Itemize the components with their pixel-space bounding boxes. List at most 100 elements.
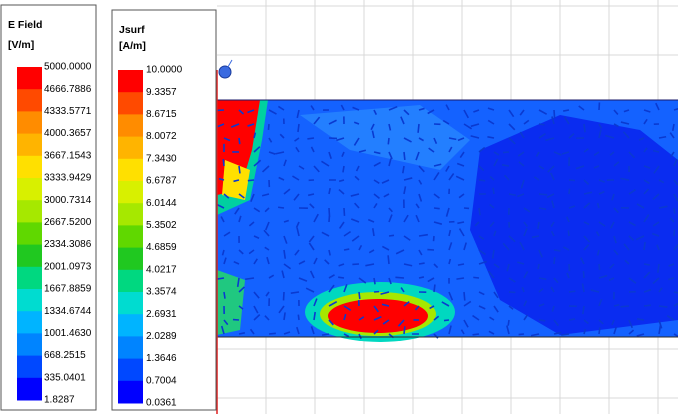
- legend-label: 4.0217: [146, 264, 177, 275]
- color-band: [17, 111, 42, 134]
- field-arrow: [239, 138, 240, 144]
- legend-label: 8.0072: [146, 131, 177, 142]
- field-arrow: [539, 320, 545, 321]
- color-band: [17, 245, 42, 268]
- color-band: [118, 314, 143, 337]
- color-band: [118, 270, 143, 293]
- field-arrow: [569, 189, 570, 194]
- field-arrow: [284, 312, 285, 320]
- color-band: [17, 333, 42, 356]
- field-arrow: [307, 138, 314, 139]
- legend-panel: Jsurf [A/m] 10.0000 9.3357 8.6715 8.0072 7.3…: [112, 10, 216, 410]
- field-arrow: [554, 257, 555, 264]
- color-band: [118, 203, 143, 226]
- legend-unit: [V/m]: [8, 39, 34, 51]
- legend-label: 3.3574: [146, 287, 177, 298]
- field-arrow: [419, 277, 424, 278]
- field-arrow: [458, 264, 464, 265]
- field-arrow: [568, 230, 569, 236]
- color-band: [118, 70, 143, 93]
- color-band: [118, 248, 143, 271]
- field-arrow: [395, 277, 404, 278]
- legend-label: 3667.1543: [44, 150, 92, 161]
- field-arrow: [644, 242, 645, 250]
- field-arrow: [269, 333, 276, 334]
- field-arrow: [599, 264, 600, 270]
- color-band: [17, 267, 42, 290]
- color-band: [17, 178, 42, 201]
- legend-label: 9.3357: [146, 87, 177, 98]
- field-arrow: [644, 264, 650, 265]
- field-arrow: [298, 315, 299, 320]
- field-arrow: [554, 250, 560, 251]
- color-band: [17, 67, 42, 90]
- field-arrow: [473, 277, 479, 278]
- field-arrow: [388, 138, 389, 144]
- color-band: [118, 159, 143, 182]
- field-arrow: [444, 320, 449, 321]
- field-arrow: [223, 159, 224, 166]
- field-arrow: [569, 291, 575, 292]
- field-arrow: [473, 334, 479, 335]
- field-arrow: [599, 327, 600, 334]
- field-arrow: [278, 207, 284, 208]
- field-arrow: [561, 334, 569, 335]
- legend-unit: [A/m]: [119, 40, 146, 52]
- field-arrow: [479, 180, 485, 181]
- field-arrow: [389, 235, 394, 236]
- field-arrow: [248, 180, 254, 181]
- legend-label: 0.7004: [146, 375, 177, 386]
- legend-label: 5000.0000: [44, 62, 92, 73]
- field-arrow: [456, 278, 464, 279]
- field-plot: [216, 100, 678, 342]
- legend-label: 10.0000: [146, 65, 183, 76]
- field-arrow: [519, 334, 524, 335]
- legend-title: Jsurf: [119, 24, 145, 36]
- legend-label: 7.3430: [146, 153, 177, 164]
- color-band: [17, 89, 42, 112]
- color-band: [17, 222, 42, 245]
- field-arrow: [659, 306, 667, 307]
- legend-label: 335.0401: [44, 372, 86, 383]
- field-arrow: [418, 124, 419, 133]
- color-band: [17, 200, 42, 223]
- field-arrow: [268, 124, 269, 130]
- field-arrow: [224, 292, 225, 299]
- legend-label: 1.8287: [44, 395, 75, 406]
- field-arrow: [644, 305, 651, 306]
- field-arrow: [298, 124, 299, 132]
- legend-label: 4666.7886: [44, 84, 92, 95]
- legend-label: 8.6715: [146, 109, 177, 120]
- color-band: [17, 356, 42, 379]
- field-arrow: [554, 110, 555, 119]
- color-band: [118, 137, 143, 160]
- color-band: [118, 114, 143, 137]
- legend-label: 668.2515: [44, 350, 86, 361]
- legend-label: 5.3502: [146, 220, 177, 231]
- field-arrow: [338, 277, 344, 278]
- field-arrow: [538, 264, 539, 269]
- color-band: [118, 359, 143, 382]
- legend-label: 0.0361: [146, 398, 177, 409]
- legend-label: 2334.3086: [44, 239, 92, 250]
- color-band: [118, 336, 143, 359]
- field-arrow: [569, 319, 575, 320]
- legend-label: 3333.9429: [44, 173, 92, 184]
- field-arrow: [674, 208, 675, 214]
- field-arrow: [539, 194, 547, 195]
- color-band: [17, 156, 42, 179]
- color-band: [118, 292, 143, 315]
- field-arrow: [419, 263, 425, 264]
- hot-region: [328, 299, 428, 333]
- legend-label: 6.0144: [146, 198, 177, 209]
- field-arrow: [584, 124, 585, 132]
- legend-label: 4000.3657: [44, 128, 92, 139]
- color-band: [17, 311, 42, 334]
- field-arrow: [239, 166, 240, 173]
- field-arrow: [539, 124, 545, 125]
- color-band: [118, 225, 143, 248]
- field-arrow: [374, 278, 375, 284]
- color-band: [118, 381, 143, 404]
- field-arrow: [404, 326, 405, 334]
